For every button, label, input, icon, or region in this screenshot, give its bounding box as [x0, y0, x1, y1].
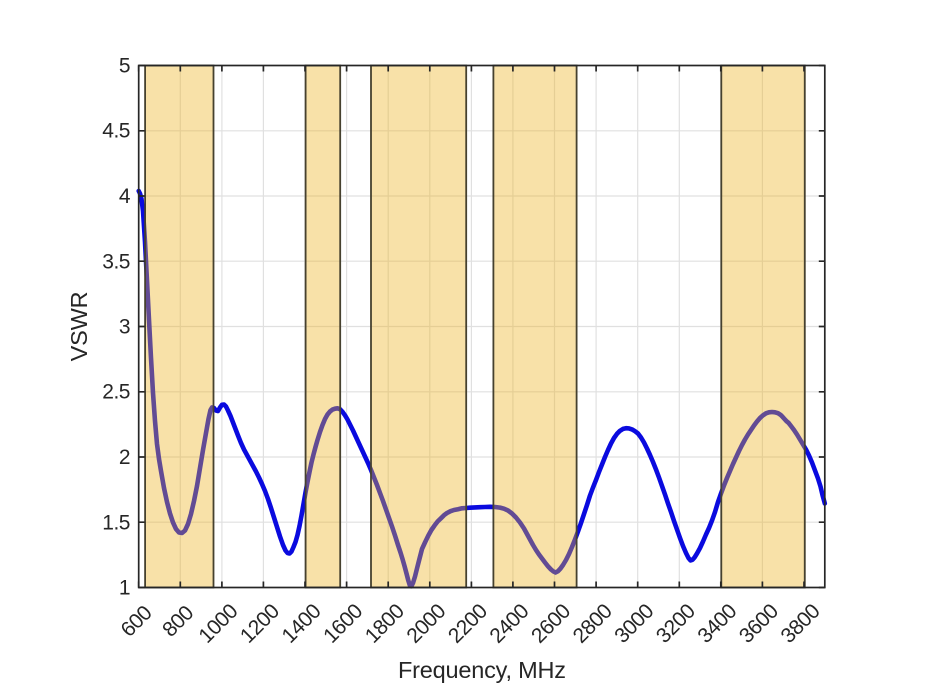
svg-text:3: 3 [119, 316, 130, 339]
svg-text:2.5: 2.5 [102, 381, 130, 404]
svg-text:4: 4 [119, 185, 131, 208]
svg-text:2: 2 [119, 446, 130, 469]
svg-text:VSWR: VSWR [66, 292, 92, 362]
svg-text:1: 1 [119, 577, 130, 600]
svg-text:1.5: 1.5 [102, 511, 130, 534]
svg-text:4.5: 4.5 [102, 120, 130, 143]
svg-text:Frequency, MHz: Frequency, MHz [398, 657, 566, 683]
svg-text:3.5: 3.5 [102, 250, 130, 273]
svg-text:5: 5 [119, 55, 130, 78]
